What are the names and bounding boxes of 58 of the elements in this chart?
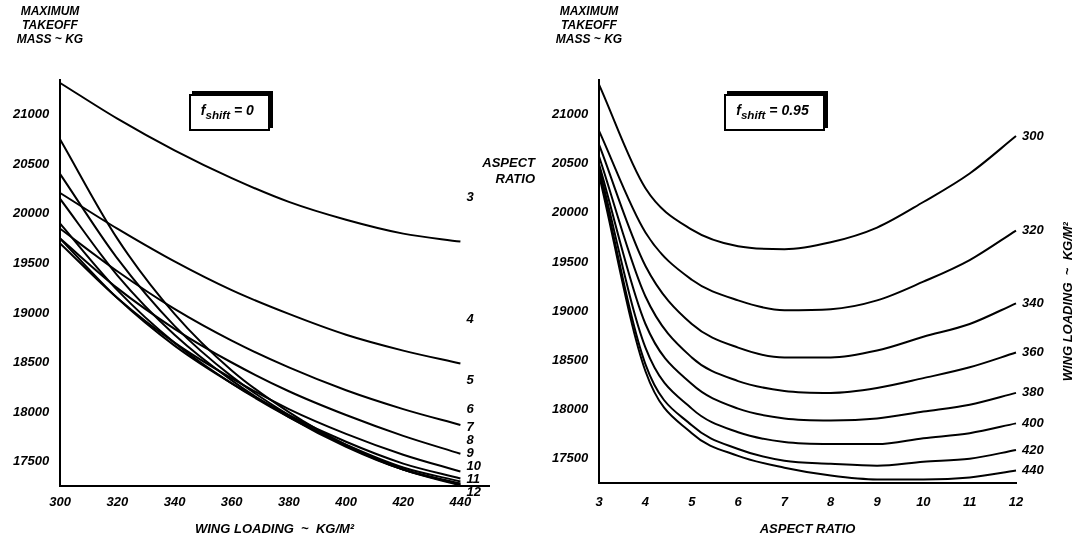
x-tick-label: 7 — [780, 493, 789, 509]
series-label: 300 — [1022, 127, 1045, 143]
series-label: 440 — [1021, 462, 1045, 478]
series-label: 9 — [466, 444, 475, 460]
series-label: 340 — [1022, 294, 1045, 310]
x-tick-label: 12 — [1008, 493, 1024, 509]
y-tick-label: 18000 — [551, 401, 589, 417]
series-label: 11 — [466, 470, 480, 486]
y-tick-label: 21000 — [550, 106, 589, 122]
x-tick-label: 420 — [391, 493, 415, 509]
y-tick-label: 18500 — [551, 351, 589, 367]
y-tick-label: 19000 — [551, 302, 589, 318]
y-tick-label: 20500 — [550, 155, 589, 171]
annotation: f$_{shift}$ = 0.95 — [724, 94, 825, 131]
x-tick-label: 400 — [334, 493, 358, 509]
series-label: 400 — [1021, 414, 1045, 430]
x-tick-label: 6 — [734, 493, 743, 509]
x-tick-label: 4 — [640, 493, 650, 509]
text: 6 — [466, 401, 475, 417]
y-axis-title: MAXIMUM TAKEOFF MASS ~ KG — [554, 4, 624, 46]
x-tick-label: 300 — [49, 493, 72, 509]
series-label: 380 — [1022, 384, 1045, 400]
x-tick-label: 380 — [278, 493, 301, 509]
x-axis-title: WING LOADING ~ KG/M² — [194, 520, 355, 536]
series-label: 360 — [1022, 344, 1045, 360]
x-tick-label: 10 — [916, 493, 932, 509]
text: 3 — [466, 189, 475, 205]
y-axis-title: MAXIMUM TAKEOFF MASS ~ KG — [15, 4, 85, 46]
x-tick-label: 8 — [827, 493, 836, 509]
y-tick-label: 17500 — [12, 453, 50, 469]
y-tick-label: 20500 — [11, 155, 50, 171]
x-tick-label: 340 — [163, 493, 187, 509]
x-tick-label: 3 — [595, 493, 604, 509]
y-tick-label: 19500 — [12, 254, 50, 270]
text: 4 — [465, 310, 475, 326]
annotation: f$_{shift}$ = 0 — [188, 94, 270, 131]
x-tick-label: 360 — [220, 493, 244, 509]
y-tick-label: 20000 — [11, 205, 50, 221]
legend-title: WING LOADING ~ KG/M² — [1059, 221, 1075, 382]
x-axis-title: ASPECT RATIO — [758, 520, 856, 536]
y-tick-label: 19000 — [12, 304, 50, 320]
y-tick-label: 21000 — [11, 106, 50, 122]
x-tick-label: 9 — [873, 493, 882, 509]
y-tick-label: 20000 — [550, 204, 589, 220]
series-label: 10 — [466, 457, 482, 473]
x-tick-label: 320 — [106, 493, 129, 509]
legend-title: ASPECT RATIO — [481, 155, 537, 187]
y-tick-label: 17500 — [551, 450, 589, 466]
y-tick-label: 19500 — [551, 253, 589, 269]
y-tick-label: 18000 — [12, 403, 50, 419]
y-tick-label: 18500 — [12, 354, 50, 370]
text: 5 — [466, 372, 475, 388]
text: 8 — [466, 431, 475, 447]
x-tick-label: 11 — [962, 493, 977, 509]
series-label: 320 — [1022, 222, 1045, 238]
x-tick-label: 5 — [688, 493, 697, 509]
series-label: 420 — [1021, 441, 1045, 457]
text: 7 — [466, 418, 475, 434]
